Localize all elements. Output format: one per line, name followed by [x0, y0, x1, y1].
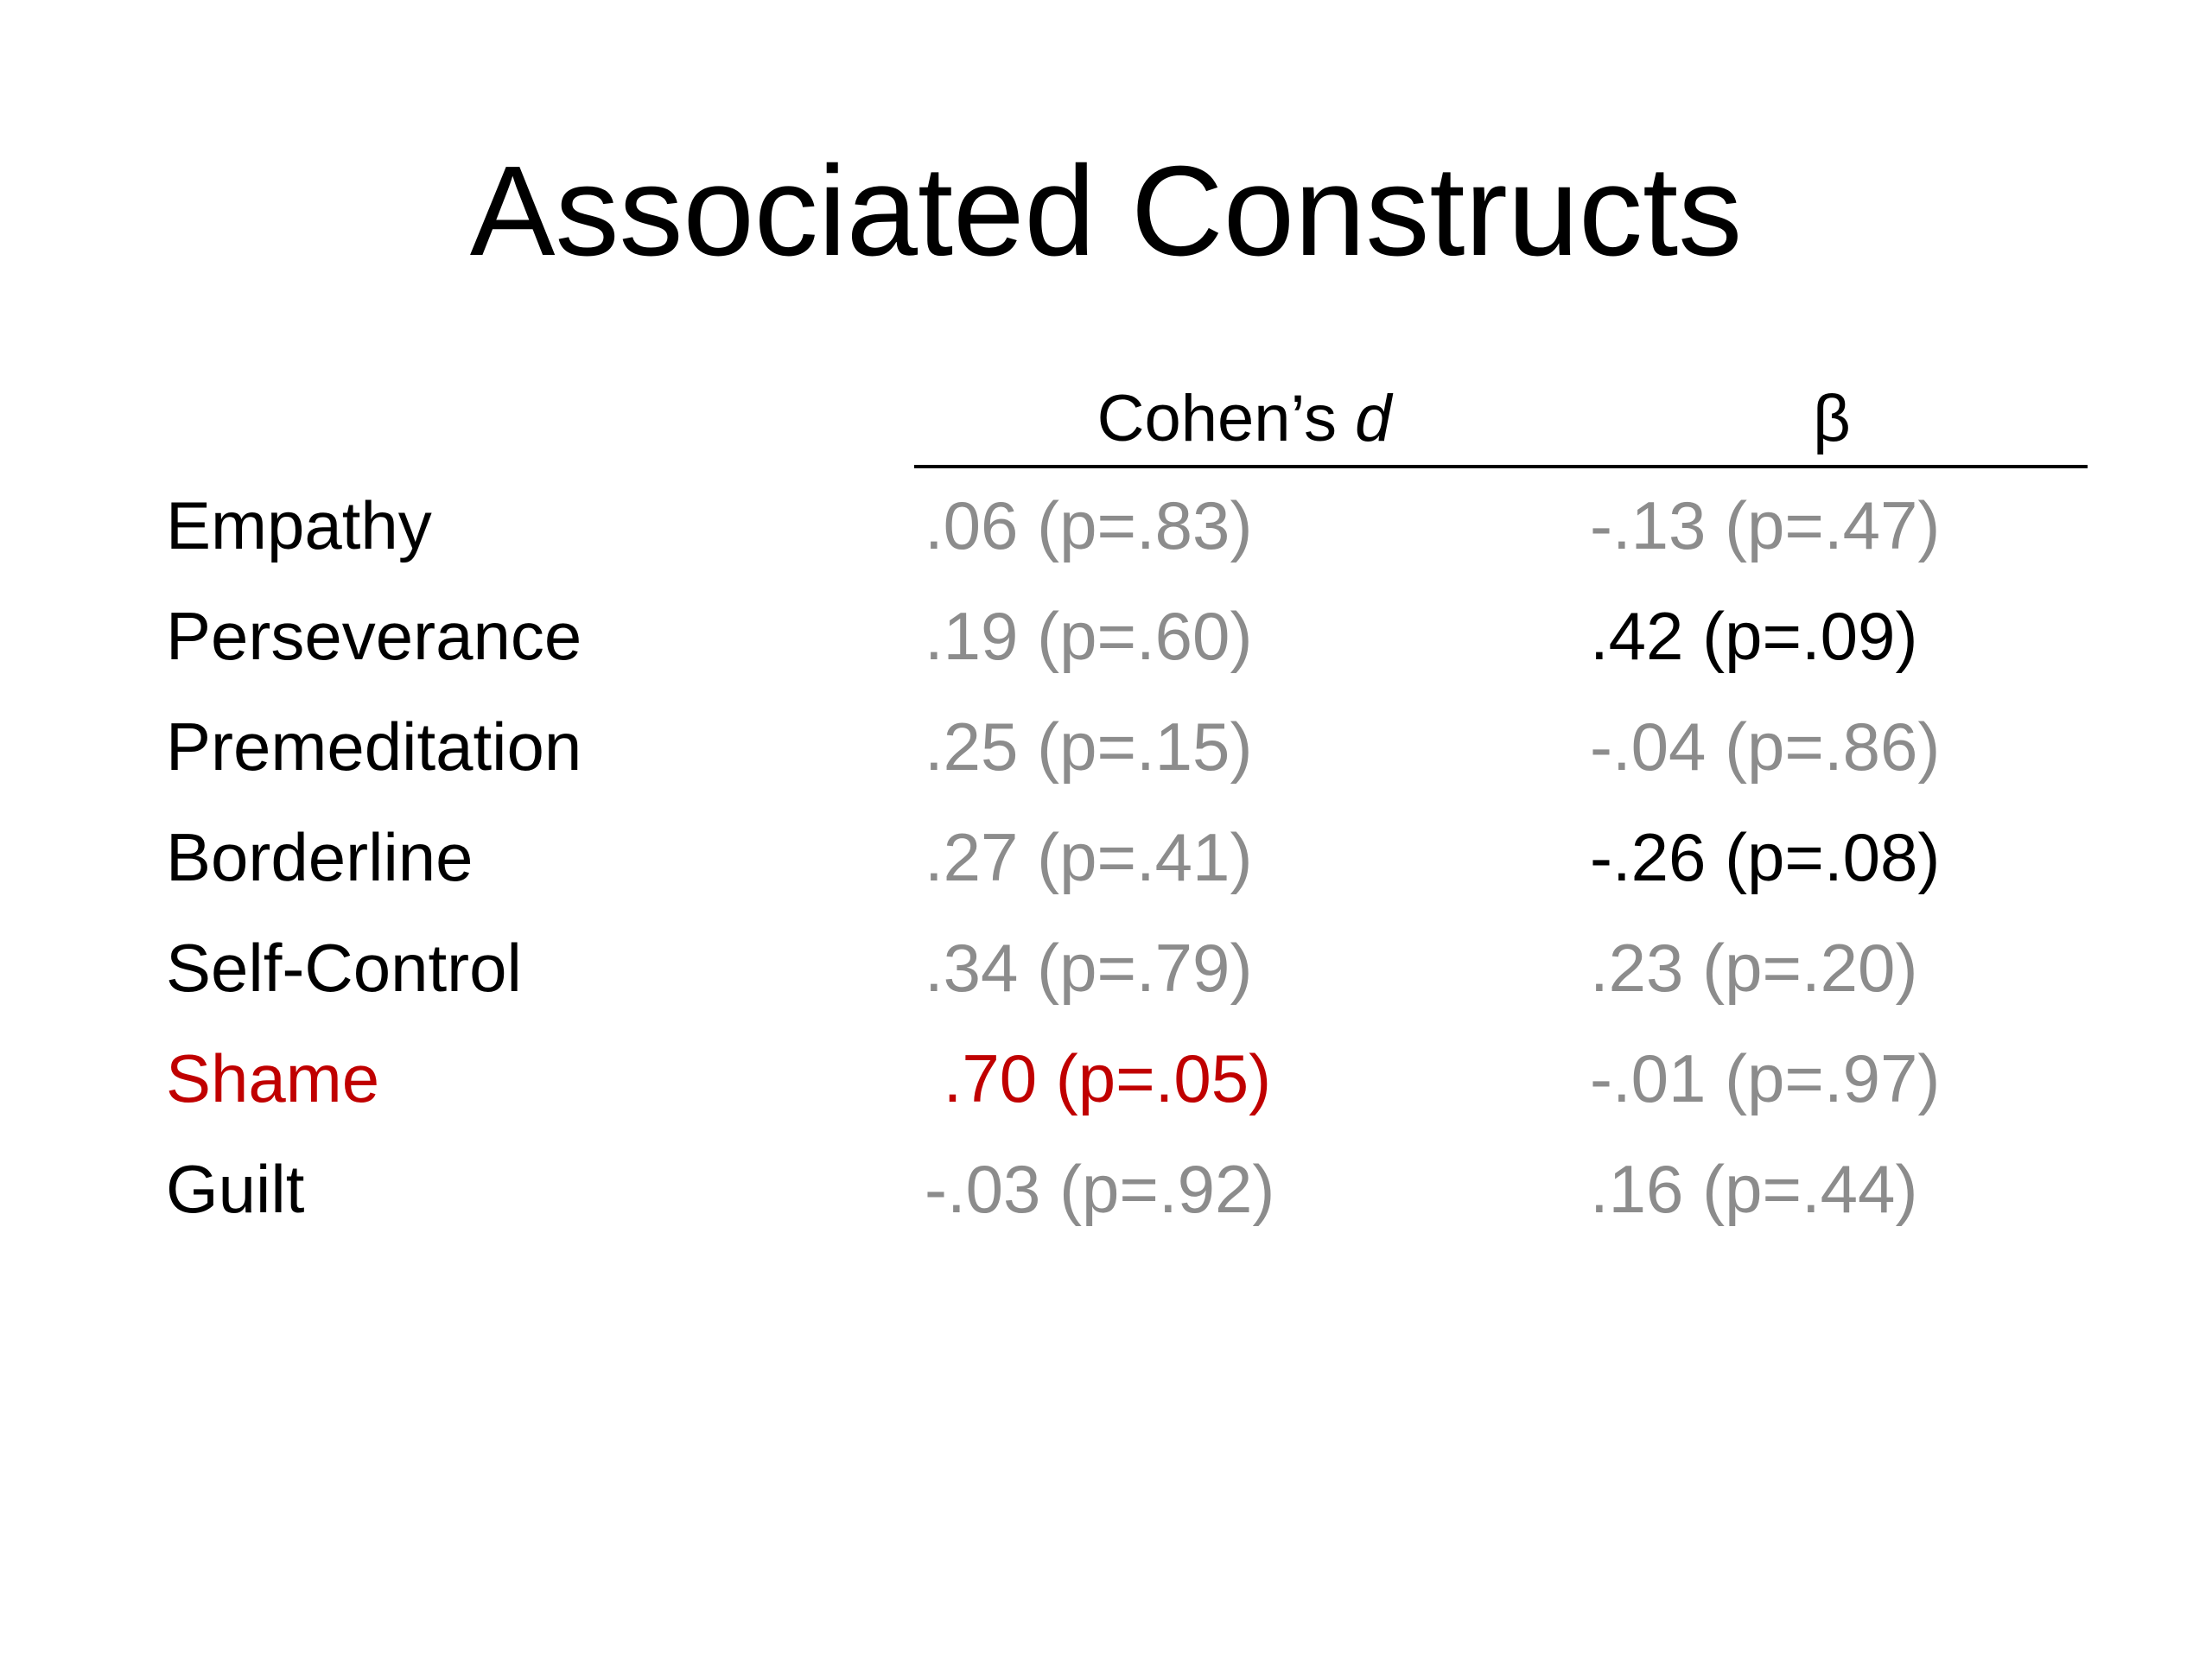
- table-row-shame: Shame .70 (p=.05) -.01 (p=.97): [0, 1023, 2212, 1134]
- beta-value: .23 (p=.20): [1590, 930, 1918, 1006]
- table-row-perseverance: Perseverance .19 (p=.60) .42 (p=.09): [0, 581, 2212, 691]
- row-label: Self-Control: [166, 930, 522, 1006]
- table-row-empathy: Empathy .06 (p=.83) -.13 (p=.47): [0, 470, 2212, 581]
- column-header-cohens-d: Cohen’s d: [916, 380, 1573, 458]
- cohens-d-value: .25 (p=.15): [925, 709, 1253, 785]
- slide-title: Associated Constructs: [469, 140, 1743, 283]
- row-label: Borderline: [166, 819, 474, 895]
- column-header-cohens-d-text: Cohen’s: [1096, 382, 1356, 455]
- cohens-d-value: .06 (p=.83): [925, 487, 1253, 563]
- row-label: Shame: [166, 1040, 380, 1116]
- beta-value: -.13 (p=.47): [1590, 487, 1941, 563]
- row-label: Guilt: [166, 1151, 305, 1227]
- beta-value: -.01 (p=.97): [1590, 1040, 1941, 1116]
- beta-value: -.04 (p=.86): [1590, 709, 1941, 785]
- table-row-borderline: Borderline .27 (p=.41) -.26 (p=.08): [0, 802, 2212, 912]
- row-label: Premeditation: [166, 709, 582, 785]
- beta-value: .42 (p=.09): [1590, 598, 1918, 674]
- table-row-premeditation: Premeditation .25 (p=.15) -.04 (p=.86): [0, 691, 2212, 802]
- cohens-d-value: .27 (p=.41): [925, 819, 1253, 895]
- header-rule: [914, 465, 2088, 468]
- table-row-guilt: Guilt -.03 (p=.92) .16 (p=.44): [0, 1134, 2212, 1244]
- column-header-cohens-d-italic: d: [1355, 382, 1392, 455]
- cohens-d-value: .34 (p=.79): [925, 930, 1253, 1006]
- beta-value: -.26 (p=.08): [1590, 819, 1941, 895]
- cohens-d-value: .19 (p=.60): [925, 598, 1253, 674]
- row-label: Empathy: [166, 487, 432, 563]
- table-row-self-control: Self-Control .34 (p=.79) .23 (p=.20): [0, 912, 2212, 1023]
- column-header-beta: β: [1813, 382, 1851, 455]
- cohens-d-value: .70 (p=.05): [925, 1040, 1272, 1116]
- beta-value: .16 (p=.44): [1590, 1151, 1918, 1227]
- row-label: Perseverance: [166, 598, 582, 674]
- cohens-d-value: -.03 (p=.92): [925, 1151, 1275, 1227]
